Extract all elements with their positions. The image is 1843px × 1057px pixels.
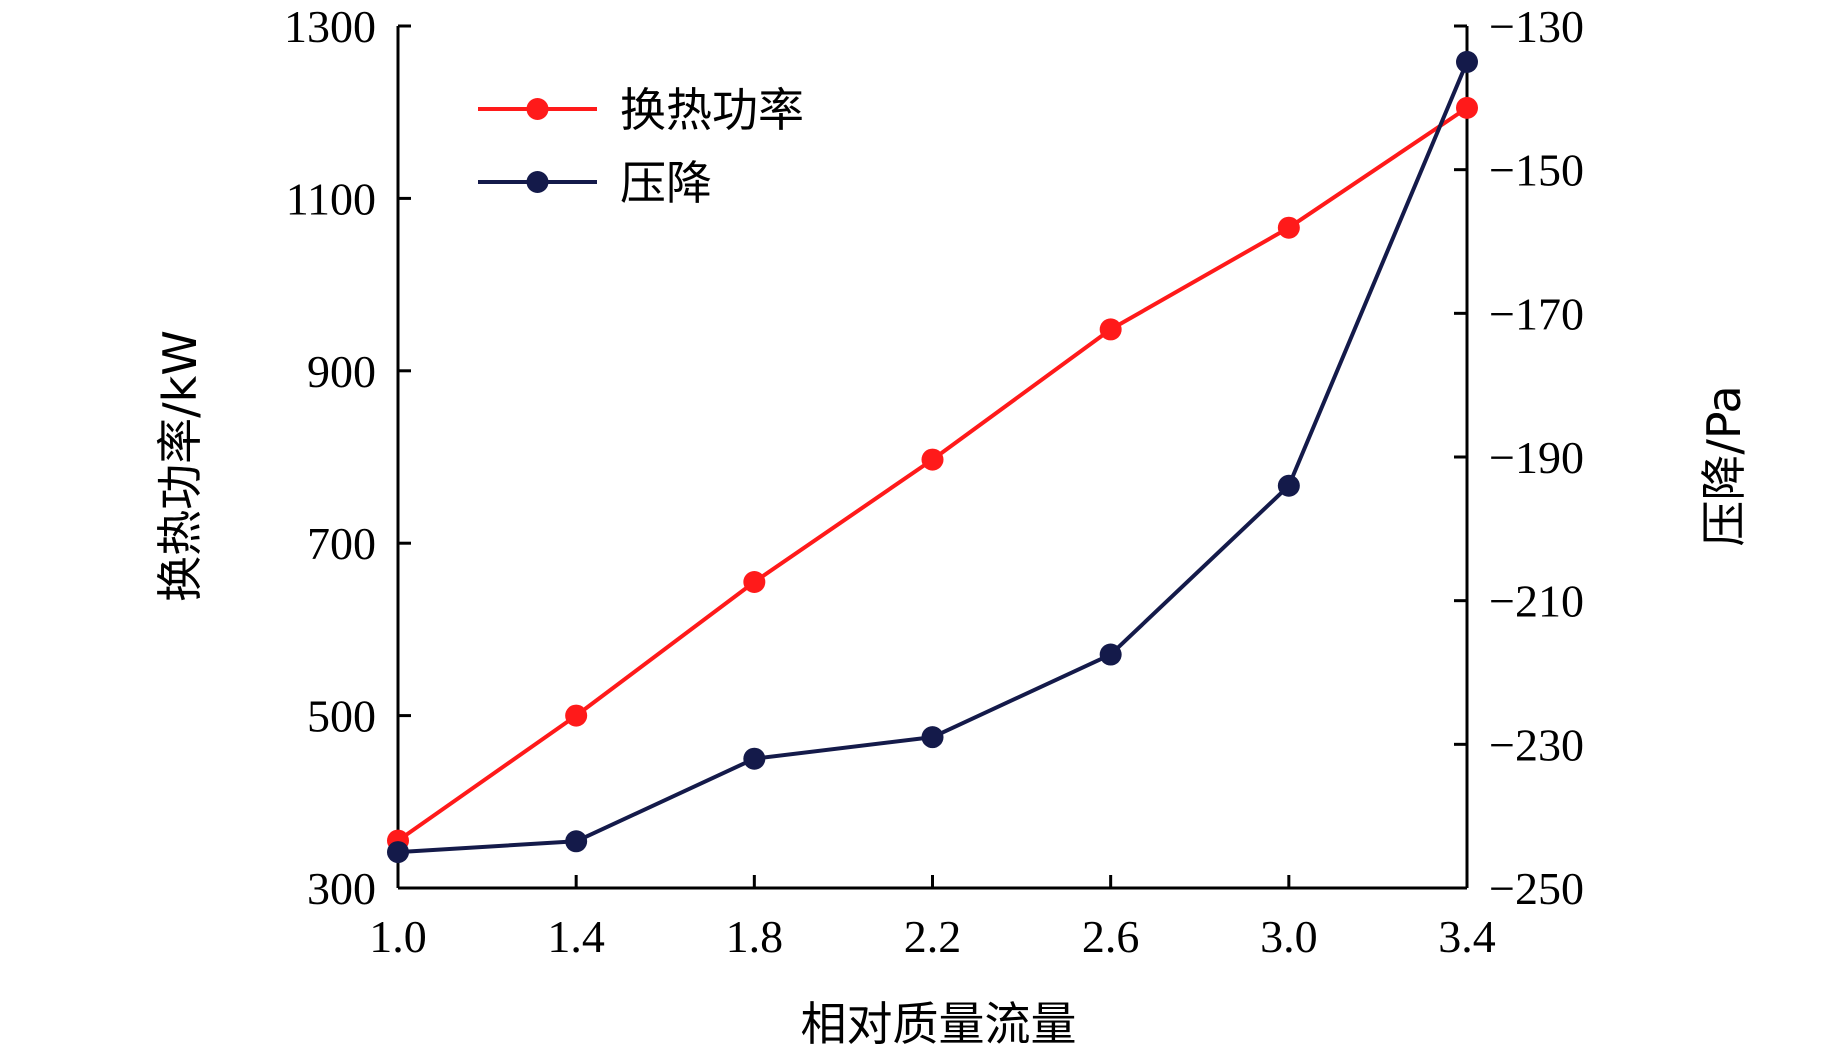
left-y-tick-label: 300: [307, 863, 376, 914]
right-y-tick-label: −190: [1489, 432, 1584, 483]
x-tick-label: 1.4: [547, 911, 605, 962]
data-point: [921, 726, 944, 749]
left-y-tick-label: 900: [307, 346, 376, 397]
x-tick-label: 3.0: [1260, 911, 1318, 962]
left-y-tick-label: 700: [307, 518, 376, 569]
x-tick-label: 1.8: [726, 911, 784, 962]
right-y-tick-label: −250: [1489, 863, 1584, 914]
axes: 1.0 1.4 1.8 2.2 2.6 3.0 3.4 300 500 700 900 1100 130…: [284, 1, 1584, 962]
legend-label: 换热功率: [620, 83, 804, 137]
data-point: [1099, 643, 1122, 666]
x-axis-title: 相对质量流量: [801, 997, 1077, 1051]
data-point: [1277, 474, 1300, 497]
data-point: [743, 747, 766, 770]
right-y-tick-label: −130: [1489, 1, 1584, 52]
data-point: [1099, 318, 1122, 341]
series-layer: [387, 50, 1478, 864]
data-point: [565, 704, 588, 727]
right-y-tick-label: −150: [1489, 145, 1584, 196]
right-y-tick-label: −230: [1489, 719, 1584, 770]
right-y-axis-title: 压降/Pa: [1697, 385, 1751, 546]
right-y-tick-label: −210: [1489, 576, 1584, 627]
x-tick-label: 3.4: [1438, 911, 1496, 962]
left-y-tick-label: 1300: [284, 1, 376, 52]
data-point: [1456, 96, 1478, 119]
left-y-tick-label: 500: [307, 691, 376, 742]
data-point: [921, 448, 944, 471]
x-tick-label: 2.6: [1082, 911, 1140, 962]
data-point: [565, 830, 588, 853]
x-tick-label: 1.0: [369, 911, 427, 962]
left-y-tick-label: 1100: [286, 173, 376, 224]
data-point: [743, 570, 766, 593]
x-tick-label: 2.2: [904, 911, 962, 962]
legend-marker: [526, 171, 549, 193]
data-point: [387, 841, 409, 864]
right-y-tick-label: −170: [1489, 288, 1584, 339]
left-y-axis-title: 换热功率/kW: [153, 330, 207, 602]
legend-label: 压降: [620, 156, 712, 210]
data-point: [1277, 216, 1300, 239]
legend-marker: [526, 98, 549, 120]
data-point: [1456, 50, 1478, 73]
